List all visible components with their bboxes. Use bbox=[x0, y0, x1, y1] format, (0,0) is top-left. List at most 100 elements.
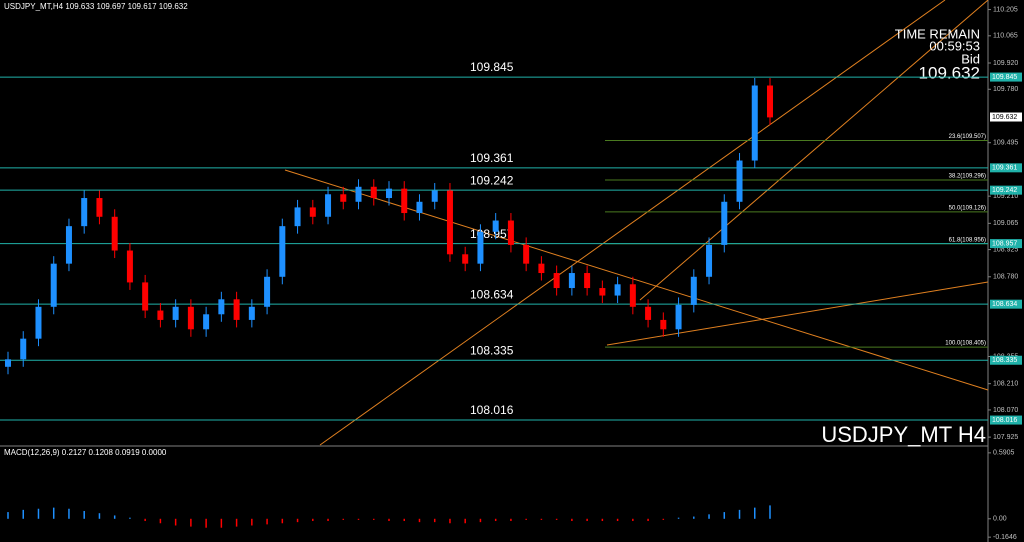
y-tick-label: 109.210 bbox=[993, 193, 1018, 200]
level-label: 108.335 bbox=[470, 343, 514, 357]
level-label: 109.242 bbox=[470, 173, 514, 187]
level-box bbox=[990, 415, 1022, 425]
candle-body bbox=[507, 220, 514, 245]
bid-label: Bid bbox=[961, 51, 980, 66]
level-box bbox=[990, 185, 1022, 195]
fib-label: 100.0(108.405) bbox=[945, 341, 986, 347]
candle-body bbox=[126, 250, 133, 283]
level-box bbox=[990, 239, 1022, 249]
level-box bbox=[990, 299, 1022, 309]
candle-body bbox=[660, 319, 667, 330]
candle-body bbox=[20, 338, 27, 360]
level-label: 109.361 bbox=[470, 151, 514, 165]
level-axis-label: 108.016 bbox=[992, 417, 1017, 424]
y-tick-label: 109.065 bbox=[993, 220, 1018, 227]
candle-body bbox=[142, 282, 149, 311]
candle-body bbox=[65, 226, 72, 264]
macd-tick-label: 0.5905 bbox=[993, 450, 1015, 457]
candle-body bbox=[538, 263, 545, 274]
timer: 00:59:53 bbox=[929, 38, 980, 53]
candle-body bbox=[218, 299, 225, 315]
candle-body bbox=[690, 276, 697, 305]
level-axis-label: 109.242 bbox=[992, 187, 1017, 194]
fib-label: 38.2(109.296) bbox=[949, 174, 986, 180]
candle-body bbox=[614, 284, 621, 296]
candle-body bbox=[553, 273, 560, 289]
candle-body bbox=[462, 254, 469, 264]
fib-label: 23.6(109.507) bbox=[949, 134, 986, 140]
y-tick-label: 108.210 bbox=[993, 381, 1018, 388]
candle-body bbox=[172, 306, 179, 320]
y-tick-label: 108.780 bbox=[993, 274, 1018, 281]
macd-tick-label: -0.1646 bbox=[993, 534, 1017, 541]
candle-body bbox=[431, 190, 438, 202]
watermark: USDJPY_MT H4 bbox=[821, 422, 986, 447]
macd-title: MACD(12,26,9) 0.2127 0.1208 0.0919 0.000… bbox=[4, 448, 167, 457]
candle-body bbox=[416, 201, 423, 214]
candle-body bbox=[675, 304, 682, 330]
candle-body bbox=[187, 306, 194, 330]
candle-body bbox=[370, 186, 377, 199]
candle-body bbox=[721, 201, 728, 245]
candle-body bbox=[523, 244, 530, 264]
bid-axis-label: 109.632 bbox=[992, 114, 1017, 121]
candle-body bbox=[111, 216, 118, 251]
candle-body bbox=[767, 85, 773, 118]
candle-body bbox=[340, 194, 347, 202]
candle-body bbox=[706, 244, 713, 277]
y-tick-label: 109.780 bbox=[993, 86, 1018, 93]
y-tick-label: 108.925 bbox=[993, 246, 1018, 253]
level-box bbox=[990, 163, 1022, 173]
candle-body bbox=[325, 194, 332, 217]
fib-label: 50.0(109.126) bbox=[949, 205, 986, 211]
level-axis-label: 108.634 bbox=[992, 301, 1017, 308]
y-tick-label: 109.920 bbox=[993, 60, 1018, 67]
candle-body bbox=[96, 198, 103, 217]
candle-body bbox=[157, 310, 164, 320]
candle-body bbox=[599, 288, 606, 296]
y-tick-label: 110.205 bbox=[993, 6, 1018, 13]
level-axis-label: 108.957 bbox=[992, 240, 1017, 247]
candle-body bbox=[355, 186, 362, 202]
level-label: 108.957 bbox=[470, 227, 514, 241]
trend-line bbox=[606, 281, 989, 346]
fib-label: 61.8(108.956) bbox=[949, 237, 986, 243]
candle-body bbox=[401, 188, 408, 214]
candle-body bbox=[568, 273, 575, 289]
trend-line bbox=[639, 0, 989, 301]
trend-line bbox=[319, 0, 946, 446]
candle-body bbox=[81, 198, 88, 227]
y-tick-label: 107.925 bbox=[993, 434, 1018, 441]
macd-tick-label: 0.00 bbox=[993, 516, 1007, 523]
level-box bbox=[990, 355, 1022, 365]
candle-body bbox=[446, 190, 453, 255]
candle-body bbox=[203, 314, 210, 330]
level-label: 108.634 bbox=[470, 287, 514, 301]
candle-body bbox=[248, 306, 255, 320]
candle-body bbox=[645, 306, 652, 320]
y-tick-label: 108.070 bbox=[993, 407, 1018, 414]
candle-body bbox=[233, 299, 240, 320]
candle-body bbox=[751, 85, 758, 161]
level-axis-label: 108.335 bbox=[992, 357, 1017, 364]
bid-box bbox=[990, 112, 1022, 122]
candle-body bbox=[35, 306, 42, 339]
level-axis-label: 109.361 bbox=[992, 165, 1017, 172]
candle-body bbox=[5, 359, 11, 367]
level-box bbox=[990, 72, 1022, 82]
level-axis-label: 109.845 bbox=[992, 74, 1017, 81]
candle-body bbox=[50, 263, 57, 307]
y-tick-label: 110.065 bbox=[993, 33, 1018, 40]
bid: 109.632 bbox=[919, 63, 980, 82]
chart-title: USDJPY_MT,H4 109.633 109.697 109.617 109… bbox=[4, 2, 188, 11]
candle-body bbox=[386, 188, 392, 199]
candle-body bbox=[492, 220, 499, 232]
timer-label: TIME REMAIN bbox=[895, 26, 980, 41]
candle-body bbox=[264, 276, 271, 307]
level-label: 108.016 bbox=[470, 403, 514, 417]
candle-body bbox=[584, 273, 591, 289]
candle-body bbox=[629, 284, 636, 307]
